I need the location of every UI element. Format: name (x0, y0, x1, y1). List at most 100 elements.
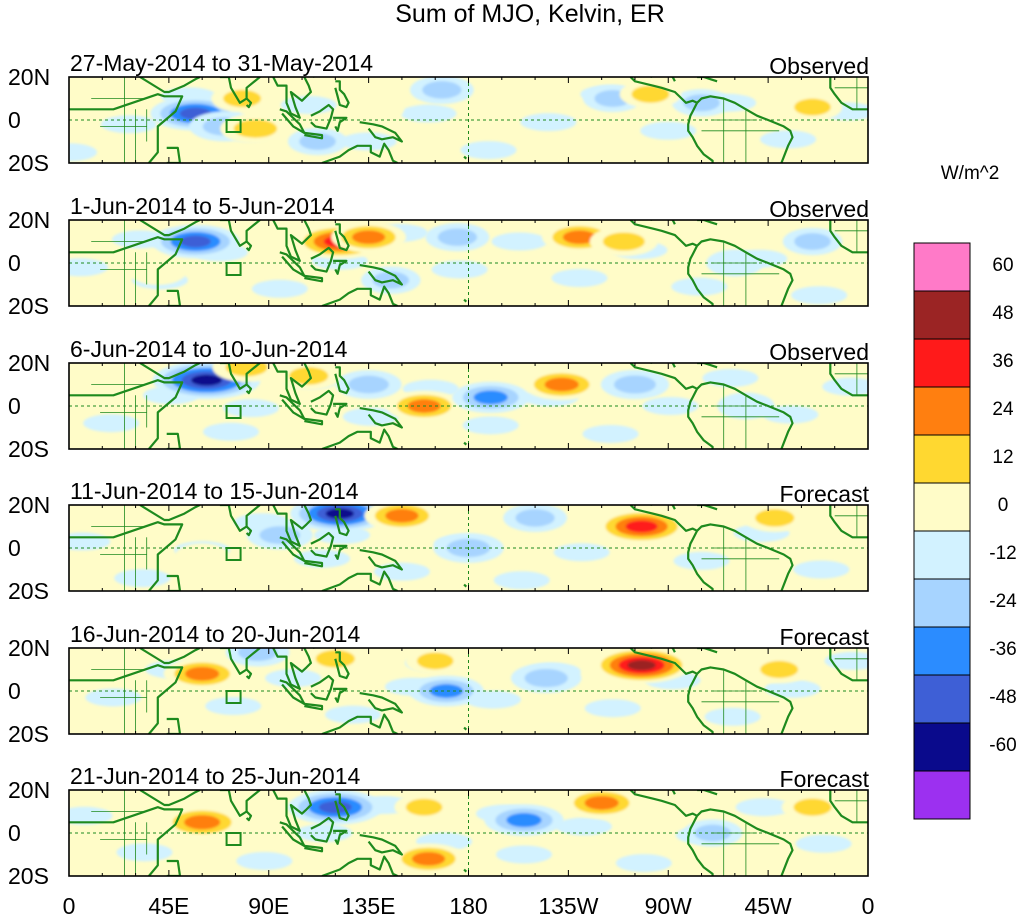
coastline (166, 859, 182, 876)
coastline (333, 544, 348, 560)
coastline (333, 687, 348, 703)
colorbar-label: 12 (992, 447, 1013, 468)
weak-anomaly (791, 286, 848, 305)
weak-anomaly (735, 798, 792, 817)
anomaly-contour (524, 668, 568, 688)
weak-anomaly (555, 817, 612, 836)
y-tick-label: 20S (8, 150, 49, 176)
weak-anomaly (251, 279, 308, 298)
anomaly-contour (437, 228, 478, 246)
coastline (629, 648, 698, 675)
chart-title: Sum of MJO, Kelvin, ER (395, 0, 665, 28)
anomaly-contour (473, 390, 508, 405)
coastline (463, 583, 468, 588)
coastline (629, 220, 698, 247)
y-tick-label: 0 (8, 535, 21, 561)
coastline (304, 559, 324, 568)
coastline (334, 793, 350, 822)
y-tick-label: 20N (8, 207, 50, 233)
coastline (697, 790, 718, 796)
weak-anomaly (793, 560, 850, 579)
coastline (279, 251, 306, 277)
colorbar-label: 36 (992, 351, 1013, 372)
colorbar-label: -48 (989, 687, 1016, 708)
coastline (334, 508, 350, 537)
coastline (272, 220, 312, 262)
coastline (279, 536, 306, 562)
coastline (272, 363, 312, 405)
panel-4: 20N 0 20S 11-Jun-2014 to 15-Jun-2014 Forecas… (8, 478, 870, 604)
x-tick-label: 135E (342, 893, 396, 919)
panel-kind-label: Forecast (780, 624, 870, 650)
colorbar-label: 0 (998, 495, 1009, 516)
anomaly-contour (625, 520, 658, 533)
anomaly-contour (793, 798, 832, 816)
coastline (697, 77, 718, 83)
colorbar-swatch (913, 386, 971, 436)
x-tick-label: 135W (538, 893, 598, 919)
coastline (245, 240, 253, 252)
coastline (463, 155, 468, 160)
panel-3: 20N 0 20S 6-Jun-2014 to 10-Jun-2014 Observed (8, 336, 869, 462)
coastline (650, 790, 676, 795)
coastline (463, 868, 468, 873)
anomaly-contour (760, 660, 799, 679)
coastline (650, 363, 676, 368)
panel-period-label: 11-Jun-2014 to 15-Jun-2014 (70, 478, 359, 504)
anomaly-contour (613, 375, 656, 394)
coastlines (69, 505, 868, 591)
panel-kind-label: Observed (769, 339, 869, 365)
coastline (629, 77, 698, 104)
coastline (333, 116, 348, 132)
anomaly-contour (429, 684, 463, 698)
y-tick-label: 0 (8, 250, 21, 276)
colorbar-swatch (913, 242, 971, 292)
coastline (139, 77, 201, 94)
anomaly-contour (544, 377, 579, 392)
panel-period-label: 6-Jun-2014 to 10-Jun-2014 (70, 336, 348, 362)
coastline (321, 570, 398, 591)
coastline (69, 236, 184, 306)
weak-anomaly (760, 130, 817, 149)
coastline (310, 246, 335, 273)
coastline (687, 388, 714, 449)
x-tick-label: 0 (63, 893, 76, 919)
coastline (279, 108, 306, 134)
coastline (272, 77, 312, 119)
coastline (359, 121, 403, 143)
coastlines (69, 363, 868, 449)
anomaly-contour (346, 95, 404, 123)
coastline (304, 417, 324, 426)
colorbar-label: -36 (989, 639, 1016, 660)
y-tick-label: 20S (8, 721, 49, 747)
panel-kind-label: Forecast (780, 766, 870, 792)
coastlines (69, 648, 868, 734)
coastline (69, 379, 184, 449)
anomaly-contour (318, 801, 352, 814)
coastline (687, 530, 714, 591)
coastline (219, 505, 261, 532)
coastline (279, 821, 306, 847)
coastline (829, 648, 868, 682)
coastline (69, 93, 184, 163)
x-tick-label: 180 (449, 893, 487, 919)
coastline (359, 407, 403, 429)
anomaly-contour (794, 98, 831, 116)
weak-anomaly (582, 424, 639, 443)
coastline (697, 505, 718, 511)
weak-anomaly (222, 399, 279, 418)
coastline (696, 95, 794, 163)
coastlines (69, 220, 868, 306)
panel-kind-label: Observed (769, 196, 869, 222)
weak-anomaly (673, 551, 730, 570)
weak-anomaly (236, 851, 293, 870)
coastline (310, 531, 335, 558)
x-tick-label: 45E (148, 893, 189, 919)
y-tick-label: 20N (8, 64, 50, 90)
weak-anomaly (551, 269, 608, 288)
anomaly-contour (584, 795, 619, 810)
coastline (321, 285, 398, 306)
coastline (272, 790, 312, 832)
anomaly-contour (627, 660, 656, 671)
anomaly-contour (602, 232, 645, 251)
